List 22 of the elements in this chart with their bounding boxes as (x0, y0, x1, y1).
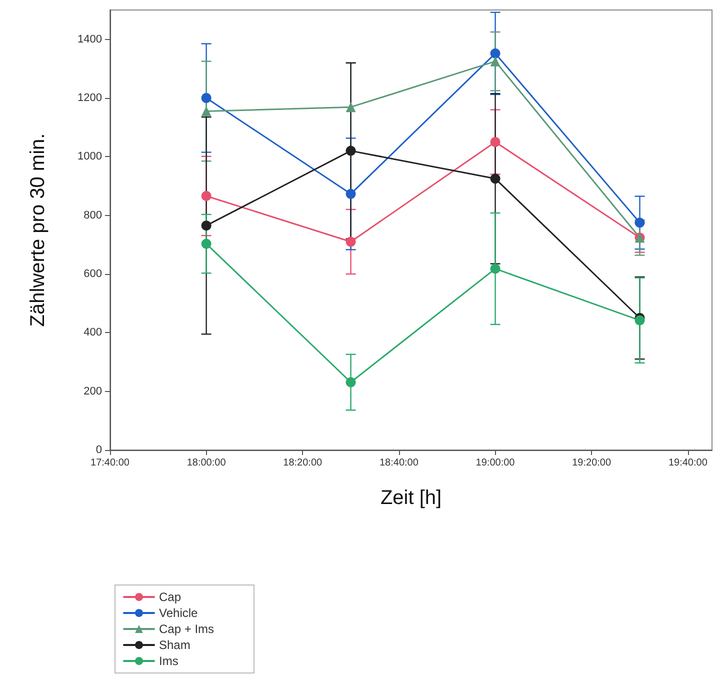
legend-label: Cap (159, 590, 182, 604)
x-tick-label: 18:20:00 (283, 458, 323, 468)
legend-label: Sham (159, 638, 190, 652)
x-tick-label: 19:20:00 (572, 458, 612, 468)
y-tick-label: 0 (96, 444, 102, 456)
x-tick-label: 18:40:00 (379, 458, 419, 468)
x-axis-title: Zeit [h] (380, 487, 442, 509)
y-tick-label: 800 (84, 209, 102, 222)
y-tick-label: 600 (84, 268, 102, 280)
y-axis-title: Zählwerte pro 30 min. (27, 133, 49, 327)
y-tick-label: 400 (84, 326, 102, 339)
legend-label: Vehicle (159, 606, 198, 620)
x-tick-label: 19:00:00 (476, 458, 516, 468)
legend-label: Ims (159, 654, 178, 668)
y-tick-label: 1000 (78, 150, 102, 163)
y-tick-label: 1400 (78, 33, 102, 46)
y-tick-label: 1200 (78, 92, 102, 104)
legend-label: Cap + Ims (159, 622, 214, 636)
y-tick-label: 200 (84, 385, 102, 398)
x-tick-label: 17:40:00 (90, 458, 130, 468)
x-tick-label: 19:40:00 (668, 458, 708, 468)
x-tick-label: 18:00:00 (186, 458, 226, 468)
